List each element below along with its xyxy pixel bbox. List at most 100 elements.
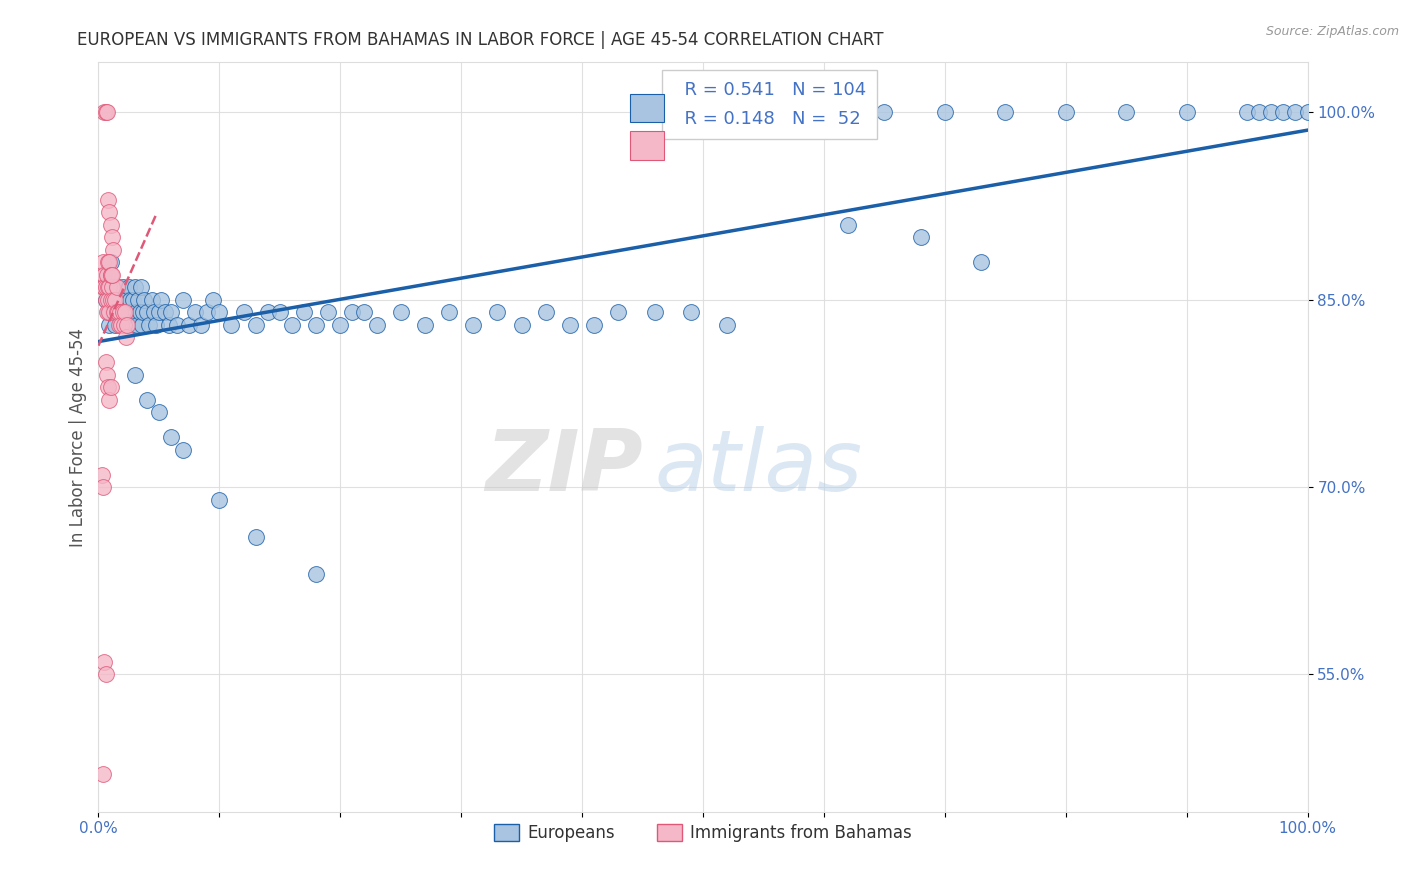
Point [124, 280, 146, 294]
Point [94, 293, 117, 307]
Point [160, 305, 183, 319]
Point [413, 318, 436, 332]
Text: ZIP: ZIP [485, 425, 643, 508]
Point [96, 280, 118, 294]
Point [558, 318, 581, 332]
Point [107, 305, 129, 319]
Point [583, 318, 606, 332]
Point [100, 218, 122, 232]
Point [96, 305, 118, 319]
Point [117, 305, 139, 319]
Point [389, 305, 412, 319]
Point [107, 280, 129, 294]
Point [101, 293, 124, 307]
Point [190, 318, 212, 332]
Point [124, 368, 146, 382]
Point [221, 318, 243, 332]
Point [153, 305, 176, 319]
Point [148, 405, 170, 419]
Point [202, 293, 225, 307]
Point [108, 318, 131, 332]
Point [1115, 105, 1137, 120]
Point [292, 305, 315, 319]
Point [1296, 105, 1319, 120]
Point [91, 767, 114, 781]
Point [644, 305, 666, 319]
Point [129, 280, 152, 294]
Point [94, 667, 117, 681]
Point [934, 105, 956, 120]
Point [96, 105, 118, 120]
Point [1054, 105, 1077, 120]
Point [172, 442, 194, 457]
Point [93, 280, 115, 294]
Point [103, 280, 125, 294]
Point [184, 305, 207, 319]
FancyBboxPatch shape [630, 94, 664, 122]
Point [100, 293, 122, 307]
Point [91, 467, 114, 482]
Point [112, 318, 135, 332]
Point [101, 243, 124, 257]
Point [96, 268, 118, 282]
Point [510, 318, 533, 332]
Point [342, 305, 364, 319]
Point [1260, 105, 1282, 120]
Point [104, 293, 127, 307]
Point [125, 305, 148, 319]
Point [166, 318, 188, 332]
Point [134, 293, 156, 307]
Point [534, 305, 557, 319]
Point [103, 305, 125, 319]
Point [98, 305, 121, 319]
Point [91, 268, 114, 282]
Point [94, 355, 117, 369]
Point [105, 293, 128, 307]
Point [115, 293, 138, 307]
Point [208, 492, 231, 507]
Point [607, 305, 630, 319]
Point [486, 305, 509, 319]
Point [150, 293, 173, 307]
Point [104, 318, 127, 332]
Point [437, 305, 460, 319]
Point [232, 305, 254, 319]
Point [98, 205, 121, 219]
Point [98, 318, 121, 332]
Point [121, 318, 143, 332]
Text: atlas: atlas [655, 425, 863, 508]
Point [873, 105, 896, 120]
Point [111, 305, 134, 319]
Point [127, 318, 149, 332]
Point [305, 318, 328, 332]
Point [128, 305, 150, 319]
Point [97, 293, 120, 307]
Point [148, 305, 170, 319]
Point [245, 530, 267, 544]
Point [114, 305, 136, 319]
Point [115, 330, 138, 344]
Point [143, 305, 166, 319]
Point [837, 218, 859, 232]
Point [97, 255, 120, 269]
Point [1249, 105, 1271, 120]
Point [716, 318, 738, 332]
Point [305, 567, 328, 582]
Point [101, 305, 124, 319]
Point [96, 368, 118, 382]
Text: Source: ZipAtlas.com: Source: ZipAtlas.com [1265, 25, 1399, 38]
Point [108, 305, 131, 319]
FancyBboxPatch shape [630, 131, 664, 160]
Point [93, 268, 115, 282]
Point [160, 430, 183, 444]
Point [91, 480, 114, 494]
Point [112, 305, 135, 319]
Point [245, 318, 267, 332]
Point [120, 305, 142, 319]
Point [97, 305, 120, 319]
Point [100, 268, 122, 282]
Point [108, 318, 131, 332]
Point [172, 293, 194, 307]
Point [98, 280, 121, 294]
Point [138, 318, 160, 332]
